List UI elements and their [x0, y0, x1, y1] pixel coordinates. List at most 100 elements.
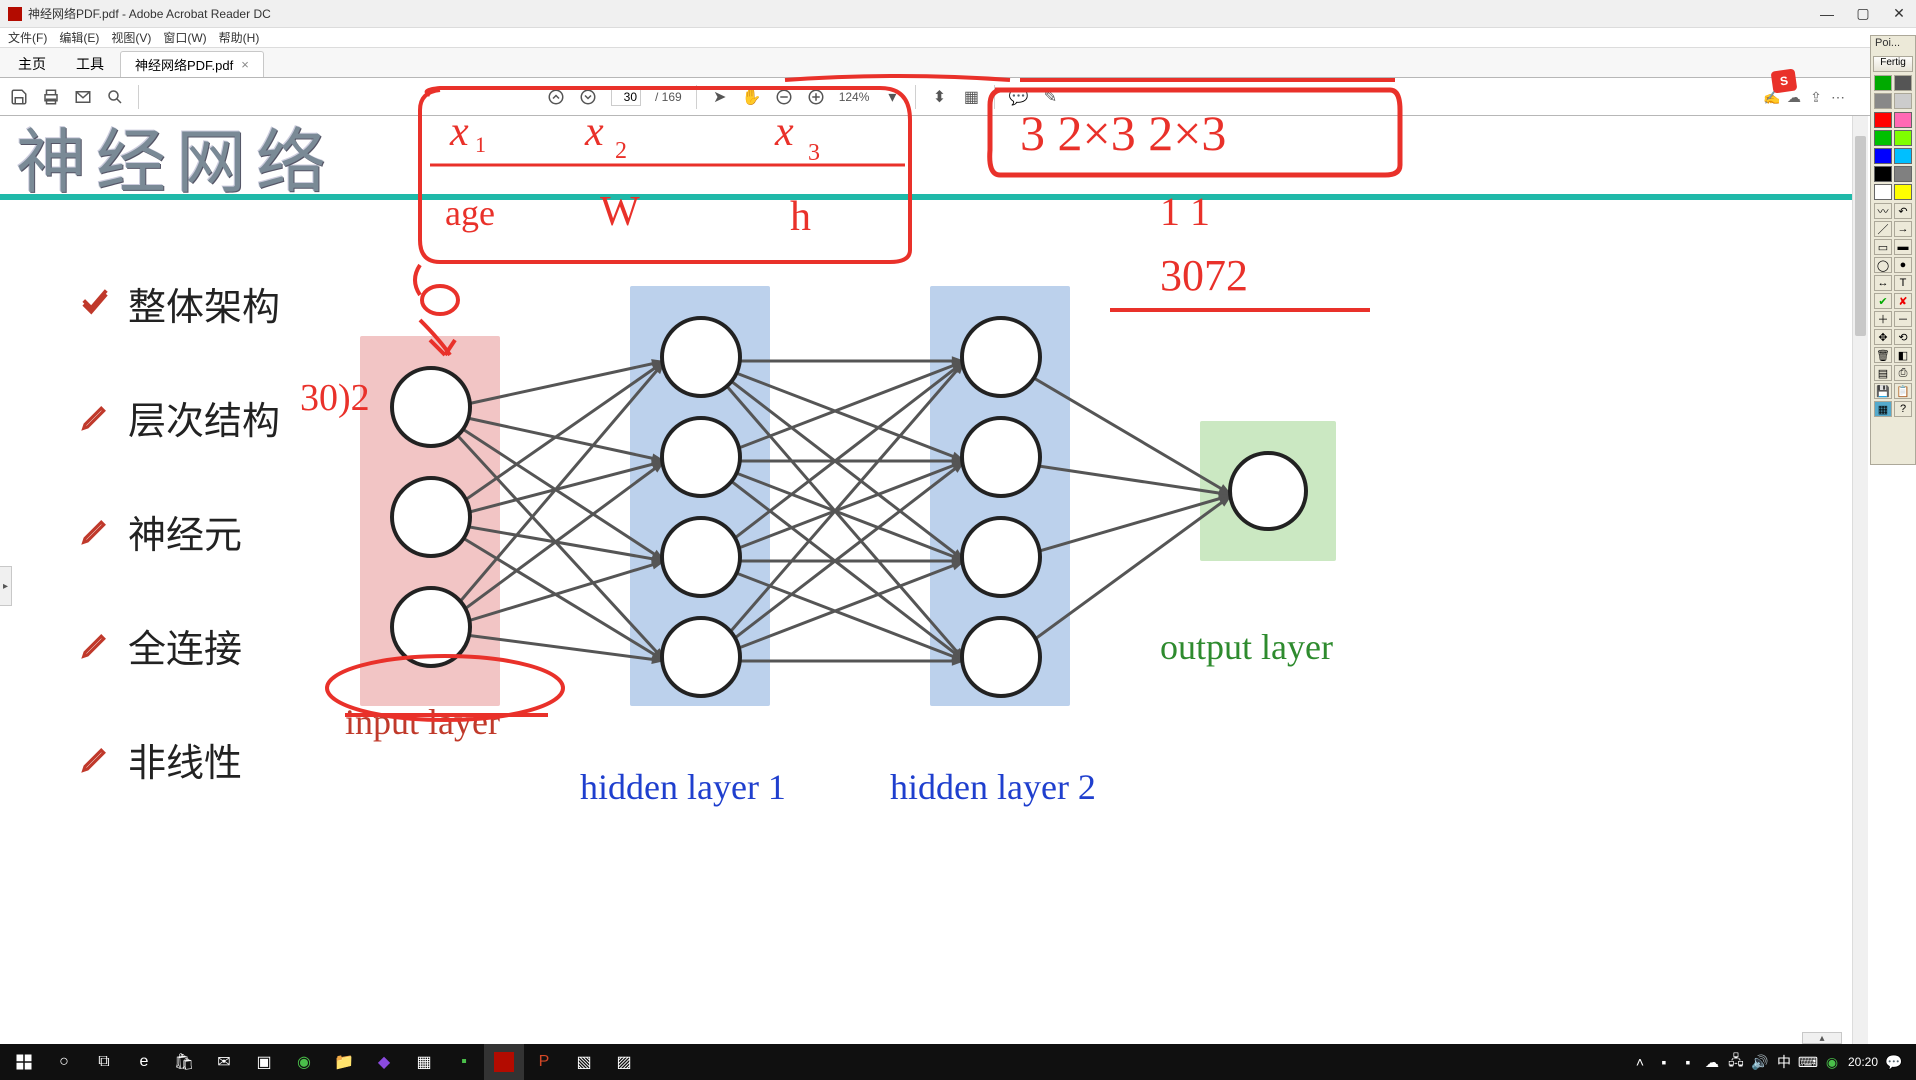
close-button[interactable]: ✕: [1890, 5, 1908, 23]
bottom-panel-toggle[interactable]: ▴: [1802, 1032, 1842, 1044]
mail-app-icon[interactable]: ✉: [204, 1044, 244, 1080]
tray-network-icon[interactable]: 🖧: [1728, 1054, 1744, 1070]
anno-ellipse-icon[interactable]: ◯: [1874, 257, 1892, 273]
powerpoint-icon[interactable]: P: [524, 1044, 564, 1080]
anno-page-icon[interactable]: ▤: [1874, 365, 1892, 381]
palette-swatch[interactable]: [1874, 166, 1892, 182]
anno-rectfill-icon[interactable]: ▬: [1894, 239, 1912, 255]
anno-reset-icon[interactable]: ⟲: [1894, 329, 1912, 345]
zoom-dropdown-icon[interactable]: ▾: [883, 88, 901, 106]
scroll-thumb[interactable]: [1855, 136, 1866, 336]
tab-tools[interactable]: 工具: [62, 51, 118, 77]
annotation-done-button[interactable]: Fertig: [1873, 56, 1913, 72]
menu-file[interactable]: 文件(F): [8, 29, 47, 46]
anno-trash-icon[interactable]: 🗑: [1874, 347, 1892, 363]
tray-notifications-icon[interactable]: 💬: [1886, 1054, 1902, 1070]
anno-clipboard-icon[interactable]: 📋: [1894, 383, 1912, 399]
anno-gray1[interactable]: [1874, 93, 1892, 109]
highlight-icon[interactable]: ✎: [1041, 88, 1059, 106]
comment-icon[interactable]: 💬: [1009, 88, 1027, 106]
tab-home[interactable]: 主页: [4, 51, 60, 77]
anno-line-icon[interactable]: ／: [1874, 221, 1892, 237]
anno-check-icon[interactable]: ✔: [1874, 293, 1892, 309]
save-icon[interactable]: [10, 88, 28, 106]
maximize-button[interactable]: ▢: [1854, 5, 1872, 23]
vertical-scrollbar[interactable]: [1852, 116, 1868, 1044]
palette-swatch[interactable]: [1894, 166, 1912, 182]
tray-status-icon[interactable]: ◉: [1824, 1054, 1840, 1070]
anno-move-icon[interactable]: ✥: [1874, 329, 1892, 345]
share-icon[interactable]: ⇪: [1808, 89, 1824, 105]
tray-app2-icon[interactable]: ▪: [1680, 1054, 1696, 1070]
tray-app1-icon[interactable]: ▪: [1656, 1054, 1672, 1070]
minimize-button[interactable]: —: [1818, 5, 1836, 23]
app6-icon[interactable]: ▧: [564, 1044, 604, 1080]
edge-icon[interactable]: e: [124, 1044, 164, 1080]
search-icon[interactable]: [106, 88, 124, 106]
tab-close-icon[interactable]: ×: [241, 57, 249, 72]
page-down-icon[interactable]: [579, 88, 597, 106]
anno-ellipsefill-icon[interactable]: ●: [1894, 257, 1912, 273]
anno-zoomout-icon[interactable]: －: [1894, 311, 1912, 327]
anno-help-icon[interactable]: ?: [1894, 401, 1912, 417]
app7-icon[interactable]: ▨: [604, 1044, 644, 1080]
app1-icon[interactable]: ▣: [244, 1044, 284, 1080]
page-number-input[interactable]: [611, 88, 641, 106]
menu-window[interactable]: 窗口(W): [163, 29, 206, 46]
menu-view[interactable]: 视图(V): [111, 29, 151, 46]
tray-clock[interactable]: 20:20: [1848, 1055, 1878, 1069]
tray-chevron-icon[interactable]: ˄: [1632, 1054, 1648, 1070]
app2-icon[interactable]: ◉: [284, 1044, 324, 1080]
menu-edit[interactable]: 编辑(E): [59, 29, 99, 46]
anno-text-icon[interactable]: T: [1894, 275, 1912, 291]
app3-icon[interactable]: ◆: [364, 1044, 404, 1080]
palette-swatch[interactable]: [1894, 130, 1912, 146]
palette-swatch[interactable]: [1874, 112, 1892, 128]
left-panel-toggle[interactable]: ▸: [0, 566, 12, 606]
anno-cross-icon[interactable]: ✘: [1894, 293, 1912, 309]
zoom-out-icon[interactable]: [775, 88, 793, 106]
print-icon[interactable]: [42, 88, 60, 106]
palette-swatch[interactable]: [1874, 184, 1892, 200]
taskview-icon[interactable]: ⧉: [84, 1044, 124, 1080]
anno-save-icon[interactable]: 💾: [1874, 383, 1892, 399]
app5-icon[interactable]: ▪: [444, 1044, 484, 1080]
anno-board-icon[interactable]: ▦: [1874, 401, 1892, 417]
palette-swatch[interactable]: [1874, 130, 1892, 146]
fit-width-icon[interactable]: ⬍: [930, 88, 948, 106]
palette-swatch[interactable]: [1894, 112, 1912, 128]
tray-cloud-icon[interactable]: ☁: [1704, 1054, 1720, 1070]
start-button[interactable]: [4, 1044, 44, 1080]
anno-eraser-icon[interactable]: ◧: [1894, 347, 1912, 363]
store-icon[interactable]: 🛍: [164, 1044, 204, 1080]
anno-arrow-icon[interactable]: →: [1894, 221, 1912, 237]
tray-keyboard-icon[interactable]: ⌨: [1800, 1054, 1816, 1070]
anno-undo-icon[interactable]: ↶: [1894, 203, 1912, 219]
acrobat-taskbar-icon[interactable]: [484, 1044, 524, 1080]
zoom-in-icon[interactable]: [807, 88, 825, 106]
tab-document[interactable]: 神经网络PDF.pdf ×: [120, 51, 264, 77]
tray-volume-icon[interactable]: 🔊: [1752, 1054, 1768, 1070]
anno-freehand-icon[interactable]: 〰: [1874, 203, 1892, 219]
anno-doublearrow-icon[interactable]: ↔: [1874, 275, 1892, 291]
anno-zoomin-icon[interactable]: ＋: [1874, 311, 1892, 327]
palette-swatch[interactable]: [1894, 148, 1912, 164]
fit-page-icon[interactable]: ▦: [962, 88, 980, 106]
select-tool-icon[interactable]: ➤: [711, 88, 729, 106]
page-up-icon[interactable]: [547, 88, 565, 106]
tray-ime-icon[interactable]: 中: [1776, 1054, 1792, 1070]
anno-print-icon[interactable]: ⎙: [1894, 365, 1912, 381]
anno-color-sample[interactable]: [1894, 75, 1912, 91]
menu-help[interactable]: 帮助(H): [219, 29, 260, 46]
palette-swatch[interactable]: [1874, 148, 1892, 164]
app4-icon[interactable]: ▦: [404, 1044, 444, 1080]
palette-swatch[interactable]: [1894, 184, 1912, 200]
cortana-icon[interactable]: ○: [44, 1044, 84, 1080]
anno-gray2[interactable]: [1894, 93, 1912, 109]
mail-icon[interactable]: [74, 88, 92, 106]
anno-pick-icon[interactable]: [1874, 75, 1892, 91]
hand-tool-icon[interactable]: ✋: [743, 88, 761, 106]
more-tools-icon[interactable]: ⋯: [1830, 89, 1846, 105]
anno-rect-icon[interactable]: ▭: [1874, 239, 1892, 255]
explorer-icon[interactable]: 📁: [324, 1044, 364, 1080]
